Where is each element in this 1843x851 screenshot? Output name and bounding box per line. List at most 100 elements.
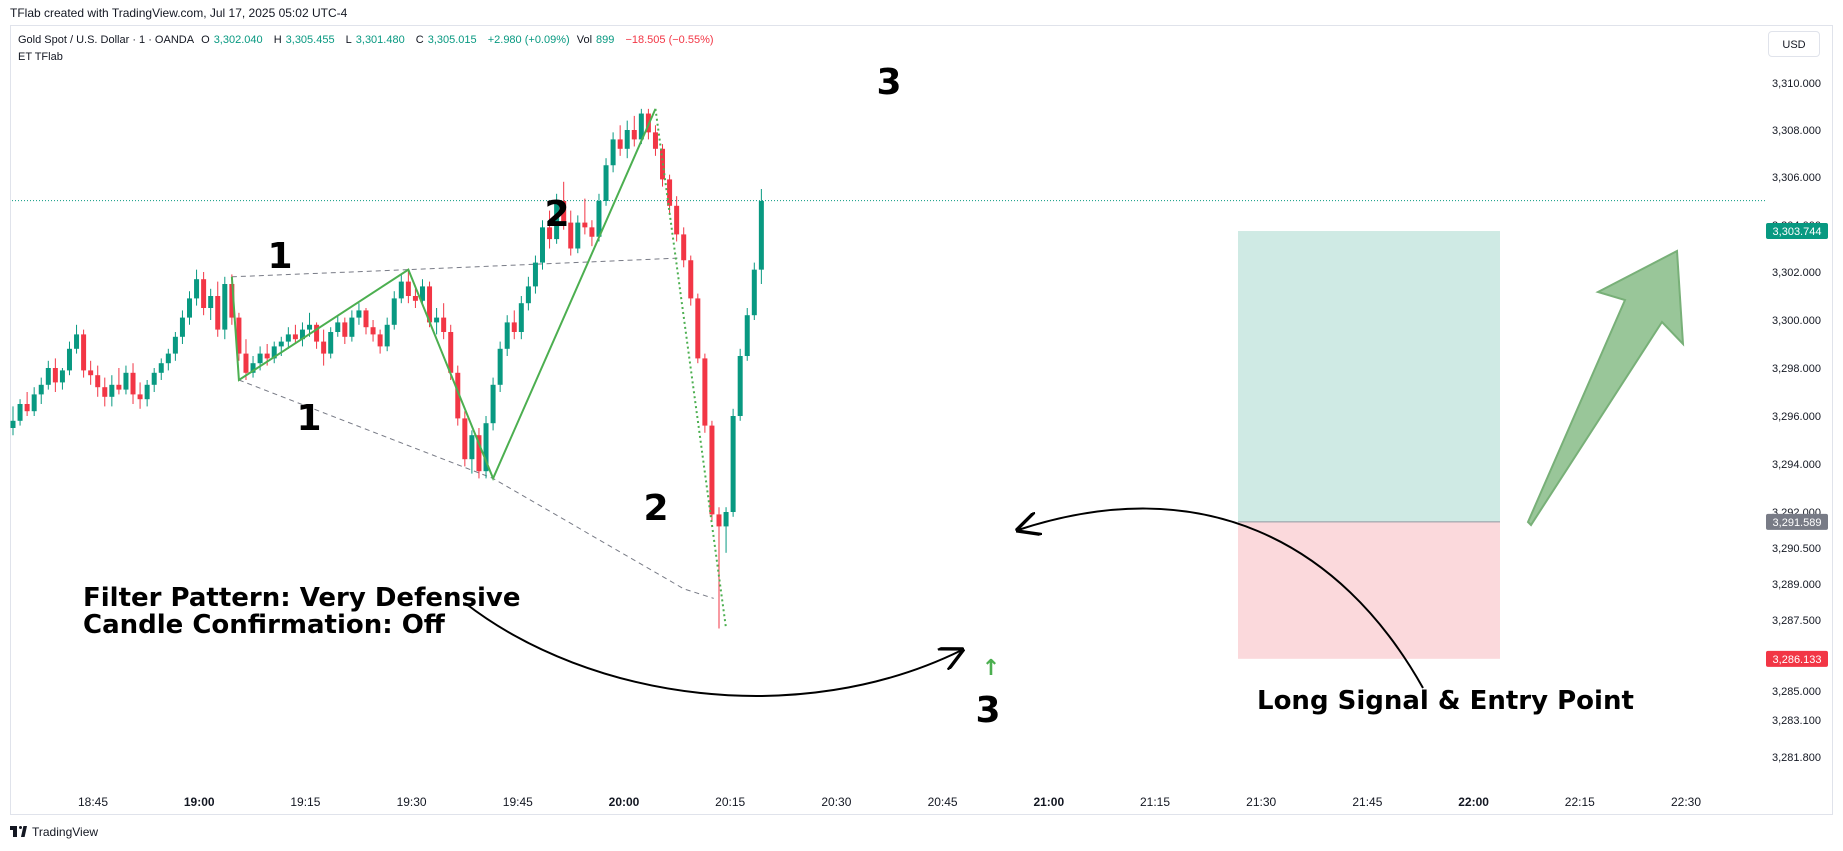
candle-body	[370, 327, 376, 335]
candle-body	[299, 329, 305, 340]
y-tick-label: 3,283.100	[1772, 715, 1821, 727]
candle-body	[116, 384, 122, 390]
y-tick-label: 3,290.500	[1772, 543, 1821, 555]
footer-brand[interactable]: TradingView	[10, 825, 98, 839]
long-signal-arrow-icon	[1526, 249, 1685, 527]
y-tick-label: 3,294.000	[1772, 459, 1821, 471]
y-tick-label: 3,298.000	[1772, 363, 1821, 375]
candle-body	[540, 227, 545, 263]
candle-confirmation-text: Candle Confirmation: Off	[83, 610, 446, 640]
price-tag-label: 3,291.589	[1773, 517, 1822, 529]
currency-button[interactable]: USD	[1768, 31, 1820, 57]
candle-body	[610, 139, 616, 166]
close-value: 3,305.015	[427, 34, 477, 46]
candle-body	[384, 324, 390, 347]
y-tick-label: 3,289.000	[1772, 579, 1821, 591]
candle-body	[532, 262, 538, 287]
candle-body	[109, 384, 115, 397]
high-value: 3,305.455	[285, 34, 335, 46]
candle-body	[476, 435, 482, 472]
candle-body	[377, 334, 383, 347]
candle-body	[751, 269, 757, 316]
candle-body	[547, 227, 553, 240]
candle-body	[38, 384, 44, 395]
candle-body	[52, 368, 58, 383]
y-tick-label: 3,296.000	[1772, 411, 1821, 423]
candle-body	[123, 372, 129, 390]
x-tick-label: 19:45	[503, 795, 533, 809]
candle-body	[81, 334, 87, 371]
candle-body	[314, 324, 320, 342]
candle-body	[17, 404, 23, 421]
candle-body	[321, 341, 327, 354]
y-tick-label: 3,287.500	[1772, 615, 1821, 627]
price-tag	[1766, 513, 1828, 530]
indicator-label[interactable]: ET TFlab	[18, 51, 63, 63]
x-tick-label: 19:15	[290, 795, 320, 809]
y-tick-label: 3,306.000	[1772, 172, 1821, 184]
x-tick-label: 21:00	[1033, 795, 1064, 809]
candle-body	[737, 356, 743, 416]
filter-pattern-text: Filter Pattern: Very Defensive	[83, 583, 521, 613]
candle-body	[363, 310, 369, 328]
candle-body	[24, 404, 30, 412]
open-value: 3,302.040	[213, 34, 263, 46]
candle-body	[455, 372, 461, 419]
footer-brand-text: TradingView	[32, 825, 99, 839]
candle-body	[137, 394, 143, 400]
x-tick-label: 19:30	[397, 795, 427, 809]
candle-body	[561, 201, 567, 223]
lower-label-1: 1	[296, 398, 321, 439]
tradingview-logo-icon	[10, 826, 28, 838]
candle-body	[490, 384, 496, 424]
candle-body	[758, 201, 764, 270]
low-value: 3,301.480	[355, 34, 405, 46]
x-tick-label: 19:00	[184, 795, 215, 809]
candle-body	[688, 260, 694, 299]
candle-body	[624, 130, 630, 149]
candle-body	[695, 298, 701, 359]
candle-body	[638, 113, 644, 140]
candle-body	[582, 222, 588, 228]
y-tick-label: 3,302.000	[1772, 267, 1821, 279]
candle-body	[271, 346, 277, 359]
candle-body	[419, 286, 425, 301]
candle-body	[462, 418, 468, 460]
x-tick-label: 22:15	[1565, 795, 1595, 809]
price-tag-label: 3,303.744	[1773, 226, 1822, 238]
price-tag	[1766, 650, 1828, 667]
candle-body	[236, 317, 242, 354]
x-tick-label: 20:00	[609, 795, 640, 809]
candle-body	[511, 322, 517, 332]
candle-body	[222, 284, 228, 330]
candle-body	[74, 334, 80, 349]
x-tick-label: 22:30	[1671, 795, 1701, 809]
candle-body	[744, 315, 750, 356]
attribution-text: TFlab created with TradingView.com, Jul …	[10, 6, 348, 20]
candle-body	[349, 317, 355, 337]
volume-value: 899	[596, 34, 615, 46]
candle-body	[730, 416, 736, 512]
y-tick-label: 3,310.000	[1772, 78, 1821, 90]
symbol-name[interactable]: Gold Spot / U.S. Dollar · 1 · OANDA	[18, 34, 195, 46]
candle-body	[158, 363, 164, 373]
candle-body	[702, 358, 708, 426]
x-tick-label: 20:15	[715, 795, 745, 809]
candle-body	[427, 286, 433, 323]
candle-body	[434, 317, 440, 323]
candle-body	[709, 425, 715, 515]
candle-body	[328, 332, 334, 354]
candle-body	[88, 370, 94, 376]
take-profit-zone	[1238, 231, 1500, 522]
candle-body	[151, 372, 157, 385]
candle-body	[504, 322, 510, 349]
candle-body	[681, 234, 687, 261]
candle-body	[391, 298, 397, 325]
candle-body	[469, 435, 475, 460]
x-tick-label: 21:15	[1140, 795, 1170, 809]
candle-body	[250, 363, 256, 373]
upper-trendline	[231, 257, 684, 278]
upper-label-1: 1	[267, 236, 292, 277]
entry-pointer-arrow	[1018, 507, 1424, 689]
